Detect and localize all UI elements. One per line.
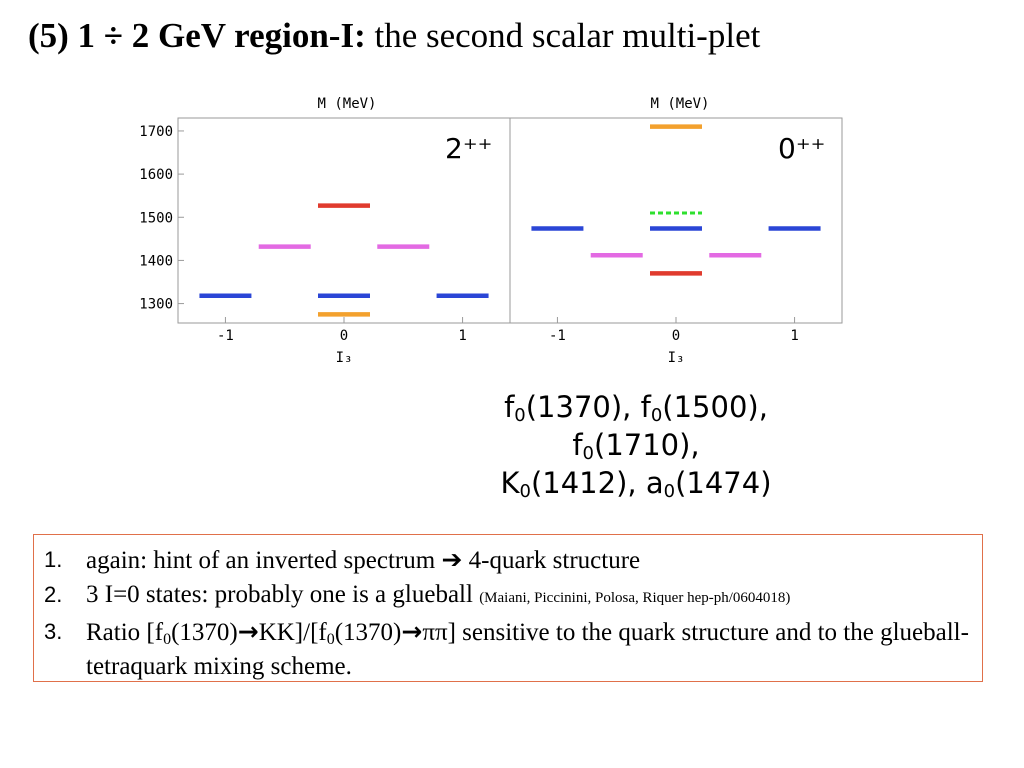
x-tick-label: 0 — [672, 328, 680, 344]
page-title: (5) 1 ÷ 2 GeV region-I: the second scala… — [28, 16, 760, 56]
notes-box: 1. again: hint of an inverted spectrum ➔… — [33, 534, 983, 682]
state-f0-1710: f0(1710), — [572, 428, 700, 464]
y-tick-label: 1400 — [139, 253, 173, 269]
y-tick-label: 1700 — [139, 124, 173, 140]
state-line-2: K0(1412), a0(1474) — [436, 464, 836, 502]
note-item-3: 3. Ratio [f0(1370)→KK]/[f0(1370)→ππ] sen… — [44, 617, 969, 680]
chart-panel-2: M (MeV) -1 0 1 I₃ 0⁺⁺ — [509, 96, 843, 366]
x-axis-title: I₃ — [668, 350, 685, 366]
note-item-1: 1. again: hint of an inverted spectrum ➔… — [44, 545, 641, 574]
state-f0-1500: f0(1500), — [640, 390, 768, 426]
y-axis-title: M (MeV) — [650, 96, 709, 112]
state-f0-1370: f0(1370), — [504, 390, 641, 426]
state-k0-1412: K0(1412), — [500, 466, 646, 502]
note-item-2: 2. 3 I=0 states: probably one is a glueb… — [44, 581, 791, 608]
title-bold: (5) 1 ÷ 2 GeV region-I: — [28, 16, 366, 55]
y-tick-label: 1600 — [139, 167, 173, 183]
x-axis-title: I₃ — [336, 350, 353, 366]
y-tick-label: 1300 — [139, 297, 173, 313]
x-tick-label: 1 — [790, 328, 798, 344]
state-a0-1474: a0(1474) — [645, 466, 772, 502]
note-number-2: 2. — [44, 582, 63, 607]
citation: (Maiani, Piccinini, Polosa, Riquer hep-p… — [479, 590, 791, 606]
x-tick-label: 0 — [340, 328, 348, 344]
panel-label: 0⁺⁺ — [778, 132, 825, 165]
panel-label: 2⁺⁺ — [445, 132, 492, 165]
note-number-1: 1. — [44, 547, 63, 572]
x-tick-label: -1 — [217, 328, 234, 344]
x-tick-label: 1 — [458, 328, 466, 344]
y-axis-title: M (MeV) — [317, 96, 376, 112]
right-arrow-icon: → — [237, 617, 259, 646]
chart-panel-1: M (MeV) 1300 1400 1500 1600 1700 -1 0 1 I₃ 2⁺⁺ — [139, 96, 511, 366]
state-list: f0(1370), f0(1500), f0(1710), K0(1412), … — [436, 388, 836, 502]
note-number-3: 3. — [44, 619, 63, 644]
state-line-1: f0(1370), f0(1500), f0(1710), — [436, 388, 836, 464]
title-rest: the second scalar multi-plet — [365, 16, 761, 55]
right-arrow-icon: ➔ — [441, 545, 463, 574]
y-tick-label: 1500 — [139, 210, 173, 226]
right-arrow-icon: → — [401, 617, 423, 646]
x-tick-label: -1 — [549, 328, 566, 344]
